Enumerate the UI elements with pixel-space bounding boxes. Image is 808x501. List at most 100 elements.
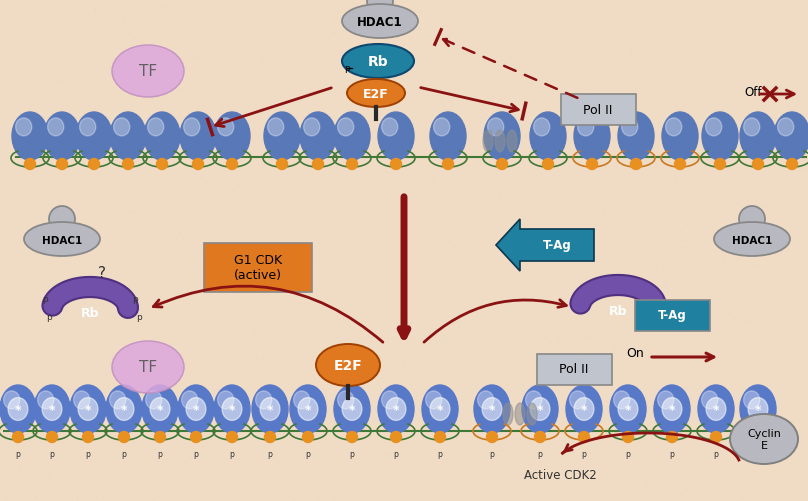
Point	[760, 297, 772, 305]
Point	[440, 6, 452, 14]
Ellipse shape	[80, 119, 96, 137]
Point	[120, 447, 133, 455]
Point	[439, 168, 452, 176]
Point	[259, 120, 271, 128]
Point	[82, 257, 95, 265]
Ellipse shape	[112, 341, 184, 393]
Point	[164, 398, 177, 406]
Point	[115, 77, 128, 85]
Point	[589, 454, 602, 462]
Point	[597, 96, 610, 104]
Point	[336, 188, 349, 196]
Point	[117, 385, 130, 393]
Point	[76, 190, 89, 198]
Point	[353, 354, 366, 362]
Point	[290, 176, 303, 184]
Point	[684, 407, 696, 415]
Point	[107, 247, 120, 256]
Point	[638, 85, 650, 93]
Point	[387, 91, 400, 99]
Point	[626, 197, 639, 205]
Point	[253, 294, 266, 302]
Point	[681, 26, 694, 34]
Point	[381, 168, 393, 176]
Point	[656, 355, 669, 363]
Point	[42, 470, 55, 478]
Point	[700, 259, 713, 267]
Point	[291, 138, 304, 146]
Point	[529, 112, 542, 120]
Point	[34, 112, 47, 120]
Point	[638, 35, 650, 43]
Point	[747, 327, 760, 335]
Point	[604, 358, 617, 366]
Point	[670, 177, 683, 185]
Point	[666, 240, 679, 248]
Point	[107, 489, 120, 497]
Point	[784, 3, 797, 11]
Point	[8, 140, 21, 148]
Point	[776, 157, 789, 165]
Point	[156, 349, 169, 357]
Point	[271, 311, 284, 319]
Point	[257, 492, 270, 500]
Point	[494, 318, 507, 326]
Point	[263, 107, 276, 115]
Point	[739, 478, 752, 486]
Point	[326, 289, 339, 297]
Point	[291, 73, 304, 81]
Point	[643, 96, 656, 104]
Point	[536, 134, 549, 142]
Point	[208, 490, 221, 498]
Point	[77, 325, 90, 333]
Point	[82, 269, 95, 277]
Point	[305, 174, 318, 182]
Point	[538, 168, 551, 176]
Point	[782, 365, 795, 373]
Point	[151, 20, 164, 28]
Point	[173, 28, 186, 36]
Point	[346, 93, 359, 101]
Point	[469, 206, 482, 214]
Point	[621, 154, 634, 162]
Point	[47, 252, 60, 260]
Point	[125, 271, 138, 279]
Point	[242, 313, 255, 321]
Point	[785, 209, 798, 217]
Point	[434, 229, 447, 237]
Point	[19, 0, 32, 8]
Point	[726, 166, 739, 174]
Point	[769, 471, 782, 479]
Point	[472, 305, 485, 313]
Point	[109, 374, 122, 382]
Point	[543, 83, 556, 91]
Point	[368, 41, 381, 49]
Point	[610, 132, 623, 140]
Point	[436, 482, 448, 490]
Point	[747, 157, 760, 165]
Point	[356, 260, 369, 268]
Point	[702, 279, 715, 287]
Point	[486, 336, 499, 344]
Point	[469, 55, 482, 63]
Point	[101, 486, 114, 494]
Point	[597, 363, 610, 371]
Point	[610, 437, 623, 445]
Point	[471, 360, 484, 368]
Point	[375, 40, 388, 48]
Point	[157, 476, 170, 484]
Point	[211, 3, 224, 11]
Point	[706, 22, 719, 30]
Point	[201, 267, 214, 275]
Point	[755, 476, 768, 484]
Point	[372, 289, 385, 297]
Ellipse shape	[342, 5, 418, 39]
Point	[443, 16, 456, 24]
Point	[377, 390, 389, 398]
Point	[400, 75, 413, 83]
Point	[12, 210, 25, 218]
Point	[604, 245, 617, 254]
Point	[781, 273, 793, 281]
Point	[22, 354, 35, 362]
Point	[499, 351, 512, 359]
